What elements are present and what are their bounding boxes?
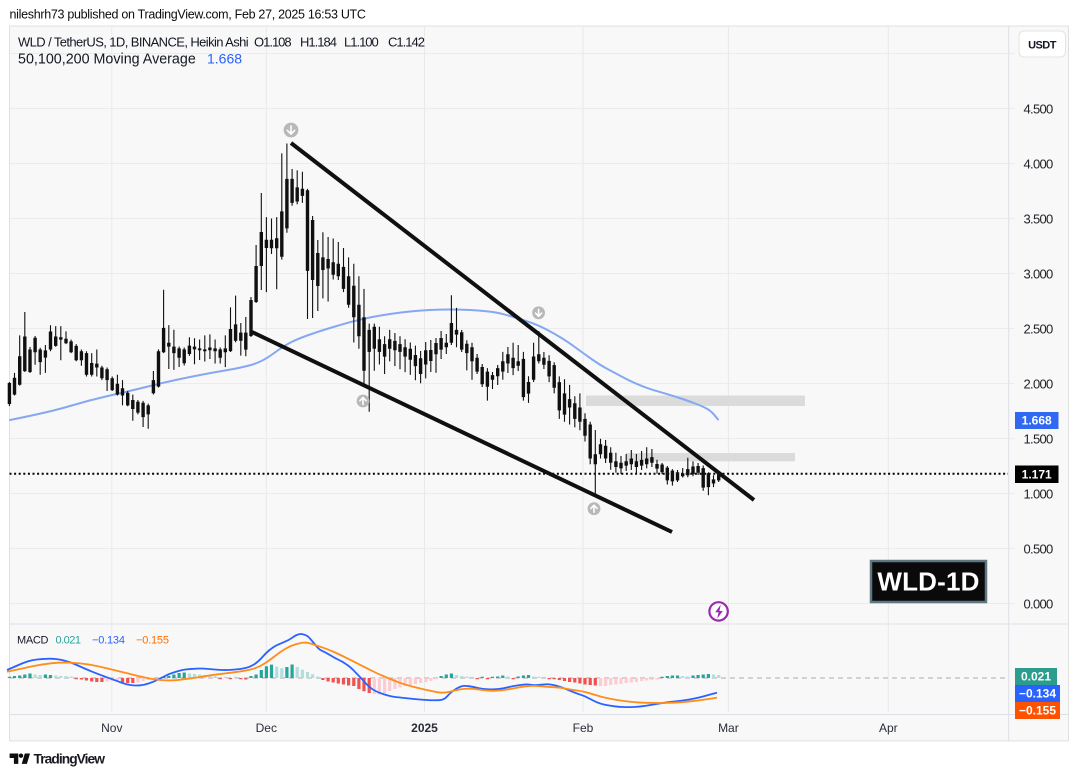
svg-text:4.500: 4.500 <box>1024 101 1054 116</box>
svg-text:0.000: 0.000 <box>1024 596 1054 611</box>
svg-text:nileshrh73 published on Tradin: nileshrh73 published on TradingView.com,… <box>10 8 366 22</box>
svg-text:1.500: 1.500 <box>1024 431 1054 446</box>
svg-text:WLD-1D: WLD-1D <box>877 567 979 597</box>
svg-text:4.000: 4.000 <box>1024 156 1054 171</box>
svg-text:2.000: 2.000 <box>1024 376 1054 391</box>
svg-text:3.500: 3.500 <box>1024 211 1054 226</box>
svg-text:Dec: Dec <box>256 721 277 735</box>
svg-text:L1.100: L1.100 <box>344 35 379 50</box>
svg-text:Mar: Mar <box>718 721 739 735</box>
svg-text:USDT: USDT <box>1028 39 1057 51</box>
svg-text:TradingView: TradingView <box>34 751 106 766</box>
svg-text:1.668: 1.668 <box>1022 414 1052 428</box>
svg-text:1.668: 1.668 <box>207 51 242 67</box>
svg-text:−0.155: −0.155 <box>136 635 169 647</box>
svg-text:O1.108: O1.108 <box>254 35 291 50</box>
svg-text:C1.142: C1.142 <box>388 35 425 50</box>
svg-text:3.000: 3.000 <box>1024 266 1054 281</box>
svg-text:2.500: 2.500 <box>1024 321 1054 336</box>
svg-text:0.500: 0.500 <box>1024 541 1054 556</box>
svg-text:Feb: Feb <box>573 721 594 735</box>
svg-text:−0.155: −0.155 <box>1019 704 1056 718</box>
svg-text:Apr: Apr <box>879 721 898 735</box>
svg-text:H1.184: H1.184 <box>300 35 337 50</box>
svg-text:1.000: 1.000 <box>1024 486 1054 501</box>
svg-text:50,100,200 Moving Average: 50,100,200 Moving Average <box>18 52 196 68</box>
svg-text:MACD: MACD <box>17 635 49 647</box>
svg-text:Nov: Nov <box>101 721 122 735</box>
svg-text:2025: 2025 <box>411 721 438 735</box>
svg-text:0.021: 0.021 <box>56 635 81 647</box>
svg-text:−0.134: −0.134 <box>1019 687 1056 701</box>
svg-text:0.021: 0.021 <box>1021 670 1051 684</box>
svg-text:−0.134: −0.134 <box>92 635 125 647</box>
svg-text:WLD / TetherUS, 1D, BINANCE, H: WLD / TetherUS, 1D, BINANCE, Heikin Ashi <box>18 35 249 50</box>
svg-text:1.171: 1.171 <box>1022 468 1052 482</box>
